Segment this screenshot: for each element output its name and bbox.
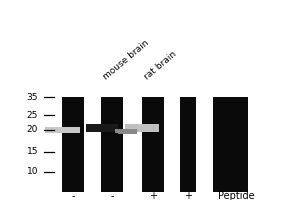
Text: 35: 35 [26,92,38,102]
Text: mouse brain: mouse brain [101,39,150,82]
Text: 25: 25 [27,110,38,119]
Bar [142,97,164,192]
Bar [118,129,137,134]
Bar [86,124,118,132]
Bar [180,97,196,192]
Text: +: + [184,191,192,200]
Bar [115,129,133,133]
Bar [62,97,84,192]
Bar [44,127,80,133]
Text: -: - [110,191,114,200]
Bar [101,97,123,192]
Text: rat brain: rat brain [142,50,178,82]
Text: 10: 10 [26,168,38,176]
Bar [125,124,159,132]
Text: -: - [71,191,75,200]
Text: Peptide: Peptide [218,191,255,200]
Bar [212,97,247,192]
Text: 15: 15 [26,148,38,156]
Text: +: + [149,191,157,200]
Text: 20: 20 [27,126,38,134]
